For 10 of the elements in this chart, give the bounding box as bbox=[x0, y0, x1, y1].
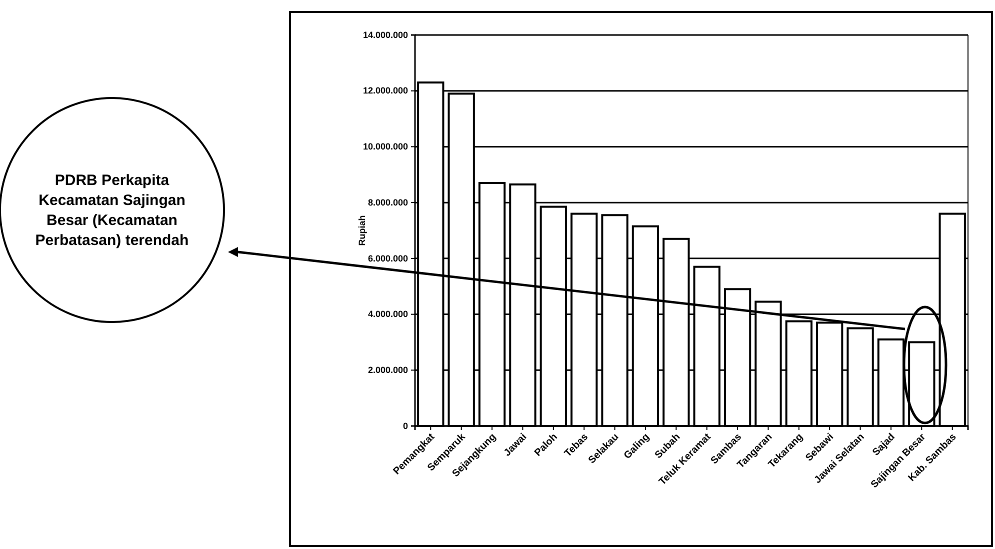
y-tick-label: 8.000.000 bbox=[368, 197, 408, 208]
y-axis-title: Rupiah bbox=[357, 215, 367, 246]
y-tick-label: 10.000.000 bbox=[362, 142, 408, 152]
y-tick-label: 0 bbox=[402, 420, 408, 431]
y-tick-label: 2.000.000 bbox=[368, 365, 408, 376]
y-tick-label: 12.000.000 bbox=[362, 86, 408, 96]
y-tick-label: 6.000.000 bbox=[368, 253, 408, 264]
text: PDRB Perkapita Kecamatan Sajingan Besar (Kecamatan Perbatasan) terendah bbox=[35, 172, 189, 249]
y-tick-label: 14.000.000 bbox=[362, 30, 408, 40]
y-tick-label: 4.000.000 bbox=[368, 309, 408, 320]
